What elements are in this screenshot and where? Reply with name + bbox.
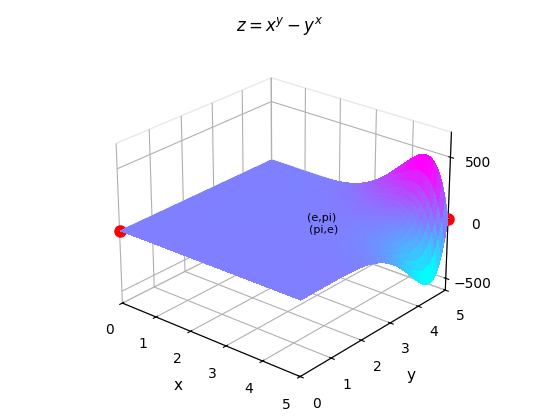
Title: $z = x^y - y^x$: $z = x^y - y^x$: [236, 15, 324, 37]
Y-axis label: y: y: [407, 368, 416, 383]
X-axis label: x: x: [174, 378, 183, 393]
